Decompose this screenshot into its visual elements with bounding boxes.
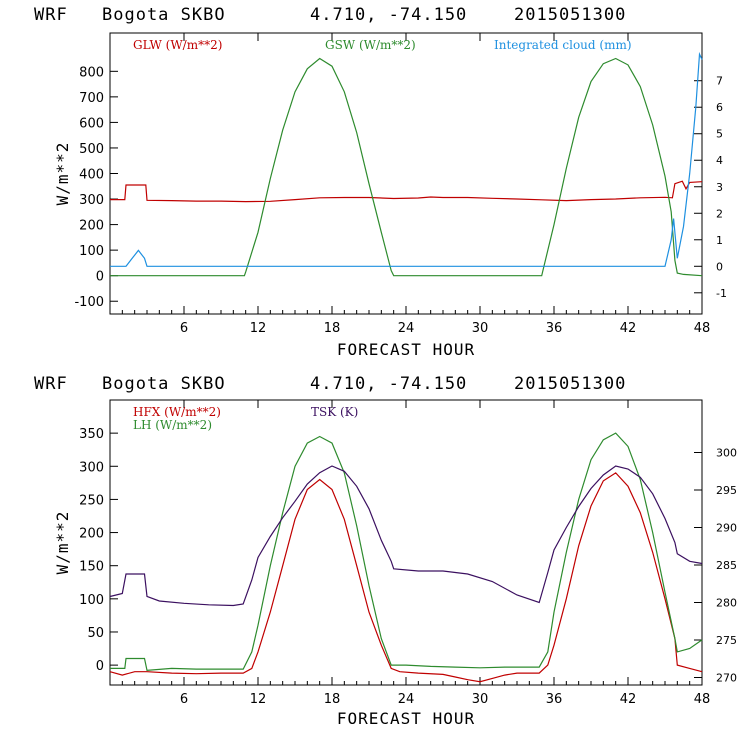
y-tick-label: 100 xyxy=(79,593,104,608)
series-line-lh xyxy=(110,432,703,672)
title-model: WRF xyxy=(34,374,68,394)
y-tick-label: 200 xyxy=(79,219,104,234)
series-line-gsw xyxy=(110,57,703,277)
chart-title: WRF Bogota SKBO 4.710, -74.150 2015051300 xyxy=(34,374,626,394)
y2-tick-label: 290 xyxy=(716,522,737,535)
series-line-tsk xyxy=(109,465,703,607)
y2-tick-label: 7 xyxy=(716,75,723,88)
y2-tick-label: 2 xyxy=(716,207,723,220)
y-tick-label: -100 xyxy=(74,295,104,310)
y-tick-label: 100 xyxy=(79,244,104,259)
x-tick-label: 6 xyxy=(180,321,188,336)
y-tick-label: 0 xyxy=(96,659,104,674)
y2-tick-label: 295 xyxy=(716,484,737,497)
y-tick-label: 150 xyxy=(79,560,104,575)
legend-entry: GSW (W/m**2) xyxy=(325,38,416,52)
series-line-glw xyxy=(110,180,703,203)
x-tick-label: 42 xyxy=(620,321,637,336)
y-axis-label: W/m**2 xyxy=(53,511,72,575)
x-tick-label: 36 xyxy=(546,321,563,336)
y2-tick-label: 270 xyxy=(716,672,737,685)
x-tick-label: 42 xyxy=(620,692,637,707)
x-tick-label: 30 xyxy=(472,692,489,707)
y2-tick-label: 280 xyxy=(716,597,737,610)
y2-tick-label: 4 xyxy=(716,154,723,167)
y-axis-label: W/m**2 xyxy=(53,142,72,206)
x-tick-label: 24 xyxy=(398,321,415,336)
y2-tick-label: 6 xyxy=(716,101,723,114)
y2-tick-label: 285 xyxy=(716,559,737,572)
y-tick-label: 200 xyxy=(79,527,104,542)
x-tick-label: 18 xyxy=(324,321,341,336)
y2-tick-label: 1 xyxy=(716,234,723,247)
x-axis-label: FORECAST HOUR xyxy=(337,340,475,359)
y-tick-label: 700 xyxy=(79,91,104,106)
y2-tick-label: 300 xyxy=(716,447,737,460)
x-tick-label: 18 xyxy=(324,692,341,707)
title-date: 2015051300 xyxy=(514,374,626,394)
x-axis-label: FORECAST HOUR xyxy=(337,709,475,728)
y-tick-label: 500 xyxy=(79,142,104,157)
y2-tick-label: 3 xyxy=(716,181,723,194)
y-tick-label: 0 xyxy=(96,270,104,285)
title-station: Bogota SKBO xyxy=(102,374,226,394)
plot-frame xyxy=(109,32,703,315)
chart-1: WRF Bogota SKBO 4.710, -74.150 2015051300 6 1… xyxy=(34,5,727,359)
y-tick-label: 400 xyxy=(79,168,104,183)
x-tick-label: 6 xyxy=(180,692,188,707)
title-station: Bogota SKBO xyxy=(102,5,226,25)
plot-frame xyxy=(109,399,703,686)
chart-2: WRF Bogota SKBO 4.710, -74.150 2015051300 6 1… xyxy=(34,374,737,728)
x-tick-label: 36 xyxy=(546,692,563,707)
y2-tick-label: 0 xyxy=(716,260,723,273)
y-tick-label: 300 xyxy=(79,460,104,475)
title-model: WRF xyxy=(34,5,68,25)
x-tick-label: 24 xyxy=(398,692,415,707)
y-tick-label: 800 xyxy=(79,65,104,80)
chart-title: WRF Bogota SKBO 4.710, -74.150 2015051300 xyxy=(34,5,626,25)
title-coords: 4.710, -74.150 xyxy=(310,374,467,394)
series-line-integrated xyxy=(110,51,703,267)
y-tick-label: 50 xyxy=(87,626,104,641)
y-tick-label: 250 xyxy=(79,493,104,508)
x-tick-label: 48 xyxy=(694,321,711,336)
title-date: 2015051300 xyxy=(514,5,626,25)
x-tick-label: 12 xyxy=(250,321,267,336)
y-tick-label: 300 xyxy=(79,193,104,208)
title-coords: 4.710, -74.150 xyxy=(310,5,467,25)
legend-entry: Integrated cloud (mm) xyxy=(494,38,632,52)
x-tick-label: 12 xyxy=(250,692,267,707)
series-line-hfx xyxy=(109,472,703,683)
y2-tick-label: -1 xyxy=(716,287,727,300)
x-tick-label: 48 xyxy=(694,692,711,707)
legend-entry: TSK (K) xyxy=(311,405,358,419)
y2-tick-label: 275 xyxy=(716,634,737,647)
legend-entry: LH (W/m**2) xyxy=(133,418,212,432)
x-tick-label: 30 xyxy=(472,321,489,336)
legend-entry: GLW (W/m**2) xyxy=(133,38,222,52)
y-tick-label: 350 xyxy=(79,427,104,442)
legend-entry: HFX (W/m**2) xyxy=(133,405,221,419)
y-tick-label: 600 xyxy=(79,116,104,131)
y2-tick-label: 5 xyxy=(716,128,723,141)
